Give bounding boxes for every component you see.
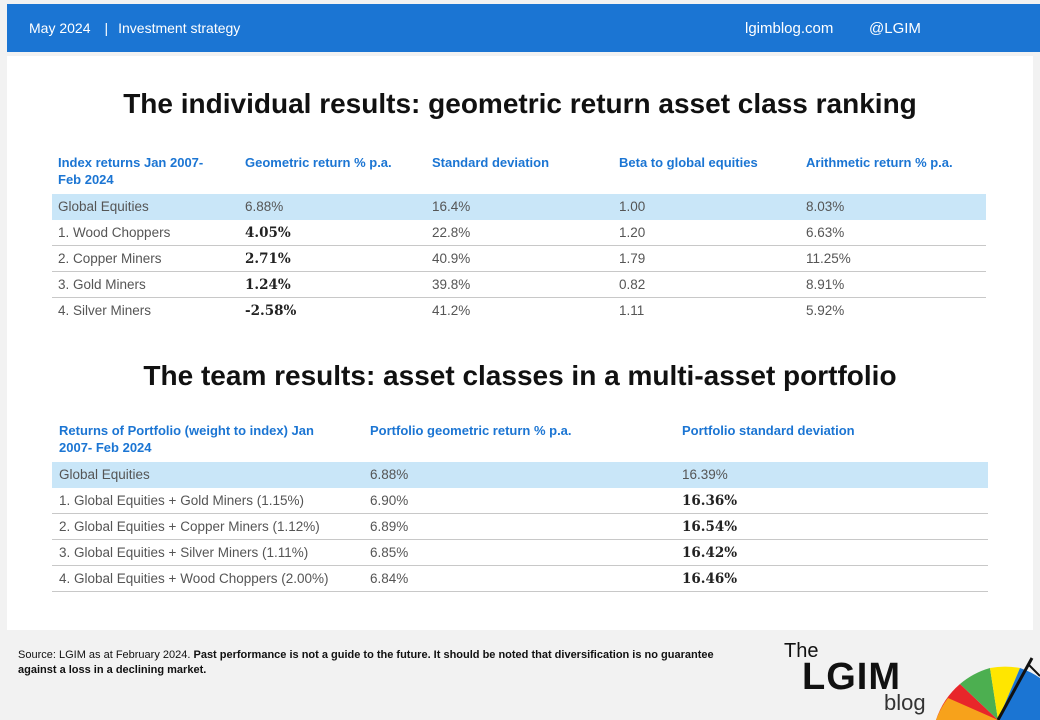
arithmetic-return: 11.25%	[806, 251, 851, 266]
column-header-stddev: Standard deviation	[432, 155, 550, 170]
std-deviation: 39.8%	[432, 277, 471, 292]
content-card: The individual results: geometric return…	[7, 56, 1033, 630]
site-link[interactable]: lgimblog.com	[745, 20, 834, 37]
portfolio-geometric-return: 6.88%	[370, 467, 409, 482]
row-label: Global Equities	[58, 199, 149, 214]
row-label: 3. Gold Miners	[58, 277, 146, 292]
std-deviation: 22.8%	[432, 225, 471, 240]
portfolio-std-deviation: 16.36%	[682, 493, 738, 509]
arithmetic-return: 8.91%	[806, 277, 845, 292]
portfolio-geometric-return: 6.84%	[370, 571, 409, 586]
beta: 1.00	[619, 199, 646, 214]
logo-blog: blog	[884, 690, 926, 715]
portfolio-std-deviation: 16.39%	[682, 467, 728, 482]
lgim-blog-logo: The LGIM blog	[780, 640, 1040, 720]
table-row: 2. Copper Miners 2.71% 40.9% 1.79 11.25%	[52, 246, 986, 272]
source-text: Source: LGIM as at February 2024.	[18, 649, 191, 661]
banner-left: May 2024 | Investment strategy	[29, 20, 240, 36]
logo-the: The	[784, 640, 819, 662]
umbrella-icon	[936, 657, 1040, 720]
portfolio-std-deviation: 16.54%	[682, 519, 738, 535]
row-label: 2. Global Equities + Copper Miners (1.12…	[59, 519, 320, 534]
geometric-return: -2.58%	[245, 303, 297, 319]
column-header-beta: Beta to global equities	[619, 155, 758, 170]
std-deviation: 40.9%	[432, 251, 471, 266]
column-header-geometric: Geometric return % p.a.	[245, 155, 392, 170]
column-header-portfolio: Returns of Portfolio (weight to index) J…	[59, 423, 314, 455]
beta: 1.11	[619, 303, 645, 318]
column-header-portfolio-geometric: Portfolio geometric return % p.a.	[370, 423, 572, 438]
column-header-portfolio-stddev: Portfolio standard deviation	[682, 423, 855, 438]
portfolio-geometric-return: 6.89%	[370, 519, 409, 534]
column-header-arithmetic: Arithmetic return % p.a.	[806, 155, 953, 170]
geometric-return: 6.88%	[245, 199, 284, 214]
table-row: 1. Wood Choppers 4.05% 22.8% 1.20 6.63%	[52, 220, 986, 246]
portfolio-std-deviation: 16.46%	[682, 571, 738, 587]
top-banner: May 2024 | Investment strategy lgimblog.co…	[7, 4, 1040, 52]
row-label: 1. Global Equities + Gold Miners (1.15%)	[59, 493, 304, 508]
table-row: 1. Global Equities + Gold Miners (1.15%)…	[52, 488, 988, 514]
row-label: 4. Global Equities + Wood Choppers (2.00…	[59, 571, 329, 586]
category-label: Investment strategy	[118, 20, 241, 36]
logo-lgim: LGIM	[802, 656, 901, 698]
row-label: 2. Copper Miners	[58, 251, 162, 266]
row-label: 4. Silver Miners	[58, 303, 152, 318]
twitter-handle-link[interactable]: @LGIM	[869, 20, 921, 37]
table-row: 3. Gold Miners 1.24% 39.8% 0.82 8.91%	[52, 272, 986, 298]
separator: |	[104, 20, 109, 36]
geometric-return: 1.24%	[245, 277, 291, 293]
geometric-return: 2.71%	[245, 251, 291, 267]
section2-title: The team results: asset classes in a mul…	[143, 360, 897, 391]
arithmetic-return: 8.03%	[806, 199, 845, 214]
source-footnote: Source: LGIM as at February 2024. Past p…	[18, 648, 738, 678]
portfolio-std-deviation: 16.42%	[682, 545, 738, 561]
beta: 1.20	[619, 225, 646, 240]
row-label: Global Equities	[59, 467, 150, 482]
std-deviation: 16.4%	[432, 199, 471, 214]
portfolio-geometric-return: 6.85%	[370, 545, 409, 560]
table-row: 4. Global Equities + Wood Choppers (2.00…	[52, 566, 988, 592]
row-label: 1. Wood Choppers	[58, 225, 171, 240]
table-row: 3. Global Equities + Silver Miners (1.11…	[52, 540, 988, 566]
column-header-index: Index returns Jan 2007- Feb 2024	[58, 155, 204, 187]
table-row: Global Equities 6.88% 16.39%	[52, 462, 988, 488]
date-label: May 2024	[29, 20, 91, 36]
table-row: 2. Global Equities + Copper Miners (1.12…	[52, 514, 988, 540]
table-row: 4. Silver Miners -2.58% 41.2% 1.11 5.92%	[52, 298, 986, 324]
std-deviation: 41.2%	[432, 303, 471, 318]
beta: 1.79	[619, 251, 646, 266]
row-label: 3. Global Equities + Silver Miners (1.11…	[59, 545, 309, 560]
portfolio-geometric-return: 6.90%	[370, 493, 409, 508]
arithmetic-return: 6.63%	[806, 225, 845, 240]
beta: 0.82	[619, 277, 646, 292]
disclaimer-text: Past performance is not a guide to the f…	[18, 649, 714, 676]
arithmetic-return: 5.92%	[806, 303, 845, 318]
geometric-return: 4.05%	[245, 225, 291, 241]
section1-title: The individual results: geometric return…	[123, 88, 917, 119]
table-row: Global Equities 6.88% 16.4% 1.00 8.03%	[52, 194, 986, 220]
